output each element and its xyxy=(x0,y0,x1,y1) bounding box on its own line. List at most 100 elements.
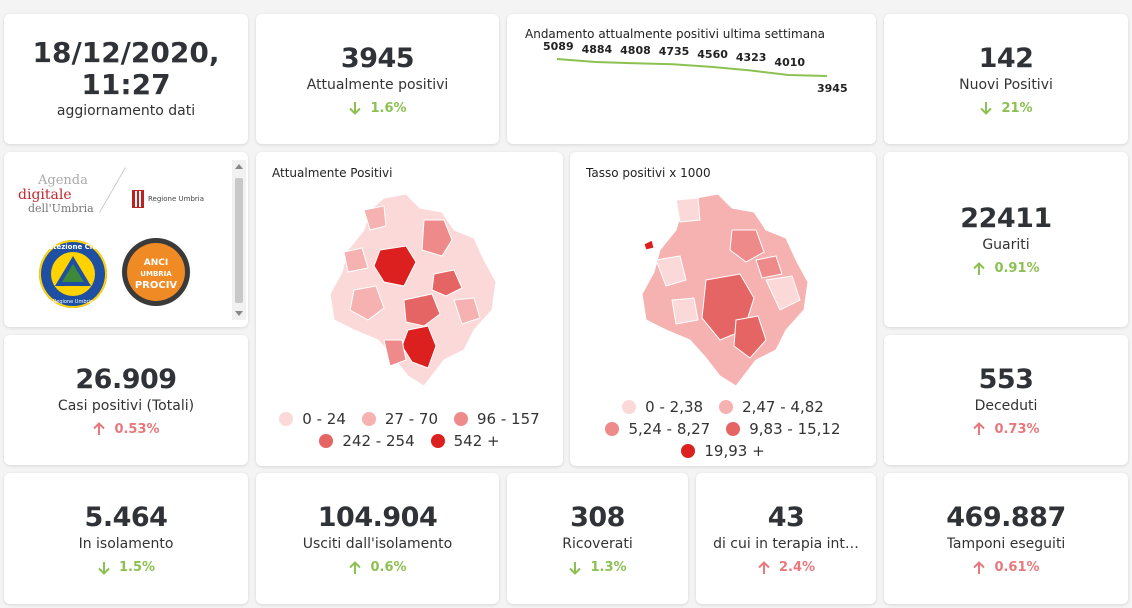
umbria-map-positivi[interactable] xyxy=(324,190,504,390)
legend-label: 0 - 2,38 xyxy=(645,398,704,416)
legend-swatch-icon xyxy=(681,444,696,458)
arrow-down-icon xyxy=(980,102,993,115)
kpi-change-value: 21% xyxy=(1001,100,1033,116)
legend-swatch-icon xyxy=(430,434,445,448)
map-tasso-positivi-card[interactable]: Tasso positivi x 1000 0 - 2,38 2,47 - 4,8… xyxy=(570,152,876,466)
isolamento-card[interactable]: 5.464 In isolamento 1.5% xyxy=(4,473,248,604)
legend-item: 0 - 24 xyxy=(279,410,346,428)
legend-swatch-icon xyxy=(726,422,741,436)
trend-title: Andamento attualmente positivi ultima se… xyxy=(525,27,826,41)
arrow-up-icon xyxy=(973,422,986,435)
legend-item: 19,93 + xyxy=(681,442,765,460)
update-datetime: 18/12/2020, 11:27 xyxy=(32,36,220,101)
update-label: aggiornamento dati xyxy=(56,103,196,119)
legend-swatch-icon xyxy=(605,422,620,436)
legend-item: 0 - 2,38 xyxy=(622,398,703,416)
legend-swatch-icon xyxy=(361,412,376,426)
kpi-value: 308 xyxy=(570,502,625,533)
tamponi-card[interactable]: 469.887 Tamponi eseguiti 0.61% xyxy=(884,473,1128,604)
terapia-intensiva-card[interactable]: 43 di cui in terapia int… 2.4% xyxy=(696,473,876,604)
kpi-value: 5.464 xyxy=(84,502,168,533)
kpi-value: 26.909 xyxy=(75,363,177,395)
agenda-digitale-logo: Agenda digitale dell'Umbria xyxy=(18,173,94,216)
kpi-change: 0.91% xyxy=(972,261,1040,276)
legend-swatch-icon xyxy=(454,412,469,426)
legend-label: 27 - 70 xyxy=(384,410,439,428)
legend-item: 2,47 - 4,82 xyxy=(719,398,824,416)
legend-label: 542 + xyxy=(453,432,500,450)
kpi-change-value: 2.4% xyxy=(778,560,816,575)
kpi-change-value: 1.6% xyxy=(370,100,407,116)
kpi-change: 1.3% xyxy=(568,560,627,575)
legend-label: 242 - 254 xyxy=(342,432,415,450)
scroll-down-icon[interactable] xyxy=(235,311,243,316)
map-legend: 0 - 24 27 - 70 96 - 157 242 - 254 542 + xyxy=(264,410,555,450)
deceduti-card[interactable]: 553 Deceduti 0.73% xyxy=(884,335,1128,465)
trend-line xyxy=(556,58,828,77)
kpi-label: di cui in terapia int… xyxy=(713,536,859,552)
kpi-change-value: 0.53% xyxy=(114,421,160,437)
scroll-thumb[interactable] xyxy=(235,178,243,303)
logos-card: Agenda digitale dell'Umbria Regione Umbr… xyxy=(4,152,248,327)
kpi-value: 553 xyxy=(978,363,1034,395)
umbria-map-tasso[interactable] xyxy=(636,190,816,390)
kpi-change: 0.6% xyxy=(348,560,407,575)
protezione-civile-logo: Protezione Civile Regione Umbria xyxy=(39,240,107,308)
map-title: Attualmente Positivi xyxy=(272,166,393,180)
map-attualmente-positivi-card[interactable]: Attualmente Positivi 0 - 24 27 - 70 96 - 1… xyxy=(256,152,563,466)
kpi-value: 3945 xyxy=(340,42,415,74)
arrow-up-icon xyxy=(93,422,106,435)
legend-item: 96 - 157 xyxy=(454,410,540,428)
map-title: Tasso positivi x 1000 xyxy=(586,166,711,180)
guariti-card[interactable]: 22411 Guariti 0.91% xyxy=(884,152,1128,327)
legend-item: 9,83 - 15,12 xyxy=(726,420,841,438)
update-card: 18/12/2020, 11:27 aggiornamento dati xyxy=(4,14,248,144)
arrow-down-icon xyxy=(349,102,362,115)
kpi-value: 104.904 xyxy=(317,502,438,533)
kpi-value: 142 xyxy=(978,42,1034,74)
kpi-change-value: 0.91% xyxy=(994,261,1040,276)
anci-umbria-prociv-logo: ANCI UMBRIA PROCIV xyxy=(122,238,190,306)
kpi-label: Ricoverati xyxy=(562,536,633,552)
scroll-up-icon[interactable] xyxy=(235,164,243,169)
legend-label: 0 - 24 xyxy=(302,410,346,428)
logos-scrollbar[interactable] xyxy=(232,160,246,320)
kpi-change-value: 0.61% xyxy=(994,560,1040,575)
legend-swatch-icon xyxy=(319,434,334,448)
trend-point-label: 4010 xyxy=(774,56,806,70)
legend-label: 9,83 - 15,12 xyxy=(749,420,841,438)
usciti-card[interactable]: 104.904 Usciti dall'isolamento 0.6% xyxy=(256,473,499,604)
regione-umbria-logo: Regione Umbria xyxy=(132,190,204,208)
arrow-down-icon xyxy=(98,561,110,575)
legend-label: 19,93 + xyxy=(704,442,765,460)
kpi-change-value: 0.6% xyxy=(370,560,407,575)
kpi-value: 469.887 xyxy=(946,502,1066,533)
kpi-label: Tamponi eseguiti xyxy=(946,536,1066,552)
kpi-change: 0.61% xyxy=(972,560,1040,575)
trend-point-label: 3945 xyxy=(817,82,848,95)
trend-card[interactable]: Andamento attualmente positivi ultima se… xyxy=(507,14,876,144)
kpi-change: 1.5% xyxy=(97,560,155,575)
trend-sparkline xyxy=(556,58,828,77)
kpi-change: 1.6% xyxy=(348,100,407,116)
trend-point-label: 4808 xyxy=(620,44,651,58)
nuovi-positivi-card[interactable]: 142 Nuovi Positivi 21% xyxy=(884,14,1128,144)
regione-umbria-icon xyxy=(132,190,144,208)
legend-label: 2,47 - 4,82 xyxy=(742,398,824,416)
attualmente-positivi-card[interactable]: 3945 Attualmente positivi 1.6% xyxy=(256,14,499,144)
kpi-label: Casi positivi (Totali) xyxy=(57,397,195,414)
trend-point-label: 5089 xyxy=(543,40,574,53)
legend-item: 542 + xyxy=(430,432,500,450)
ricoverati-card[interactable]: 308 Ricoverati 1.3% xyxy=(507,473,688,604)
arrow-up-icon xyxy=(758,560,770,574)
kpi-value: 22411 xyxy=(960,203,1052,234)
arrow-up-icon xyxy=(349,560,362,574)
legend-swatch-icon xyxy=(279,412,294,426)
legend-swatch-icon xyxy=(719,400,734,414)
legend-label: 96 - 157 xyxy=(477,410,540,428)
legend-swatch-icon xyxy=(622,400,637,414)
kpi-change: 0.53% xyxy=(92,421,160,437)
kpi-change-value: 1.3% xyxy=(590,560,627,575)
casi-totali-card[interactable]: 26.909 Casi positivi (Totali) 0.53% xyxy=(4,335,248,465)
kpi-change: 0.73% xyxy=(972,422,1040,437)
